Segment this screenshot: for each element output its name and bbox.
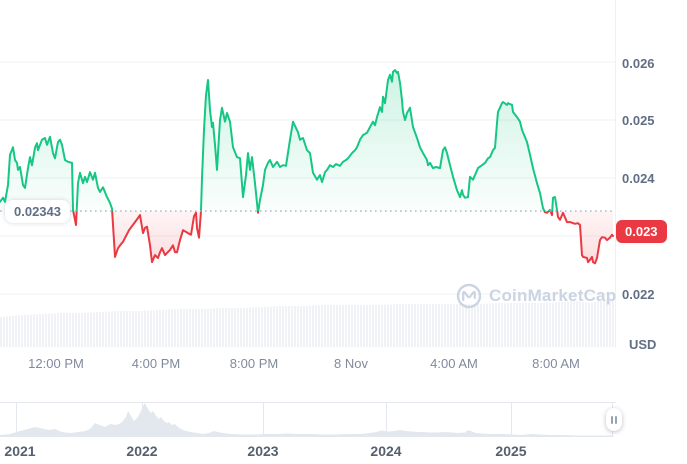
x-axis-tick: 8:00 PM	[229, 356, 279, 371]
price-chart-canvas[interactable]	[0, 0, 616, 348]
y-axis-tick: 0.024	[622, 171, 655, 186]
x-axis-tick: 12:00 PM	[28, 356, 84, 371]
navigator-year-label: 2025	[495, 443, 527, 459]
navigator-year-label: 2021	[4, 443, 36, 459]
grip-bars-icon	[611, 415, 613, 424]
grip-bars-icon	[615, 415, 617, 424]
x-axis-tick: 8:00 AM	[532, 356, 580, 371]
x-axis-tick: 8 Nov	[334, 356, 368, 371]
currency-unit-label: USD	[629, 337, 657, 352]
current-price-badge: 0.023	[616, 220, 667, 243]
navigator-year-label: 2024	[370, 443, 402, 459]
x-axis-tick: 4:00 PM	[131, 356, 181, 371]
y-axis-tick: 0.025	[622, 113, 655, 128]
navigator-year-label: 2022	[126, 443, 158, 459]
x-axis-tick: 4:00 AM	[430, 356, 478, 371]
y-axis-tick: 0.022	[622, 287, 655, 302]
navigator-year-label: 2023	[247, 443, 279, 459]
range-navigator[interactable]	[0, 402, 616, 440]
range-handle[interactable]	[606, 408, 622, 431]
baseline-price-label: 0.02343	[5, 200, 70, 223]
y-axis-tick: 0.026	[622, 56, 655, 71]
